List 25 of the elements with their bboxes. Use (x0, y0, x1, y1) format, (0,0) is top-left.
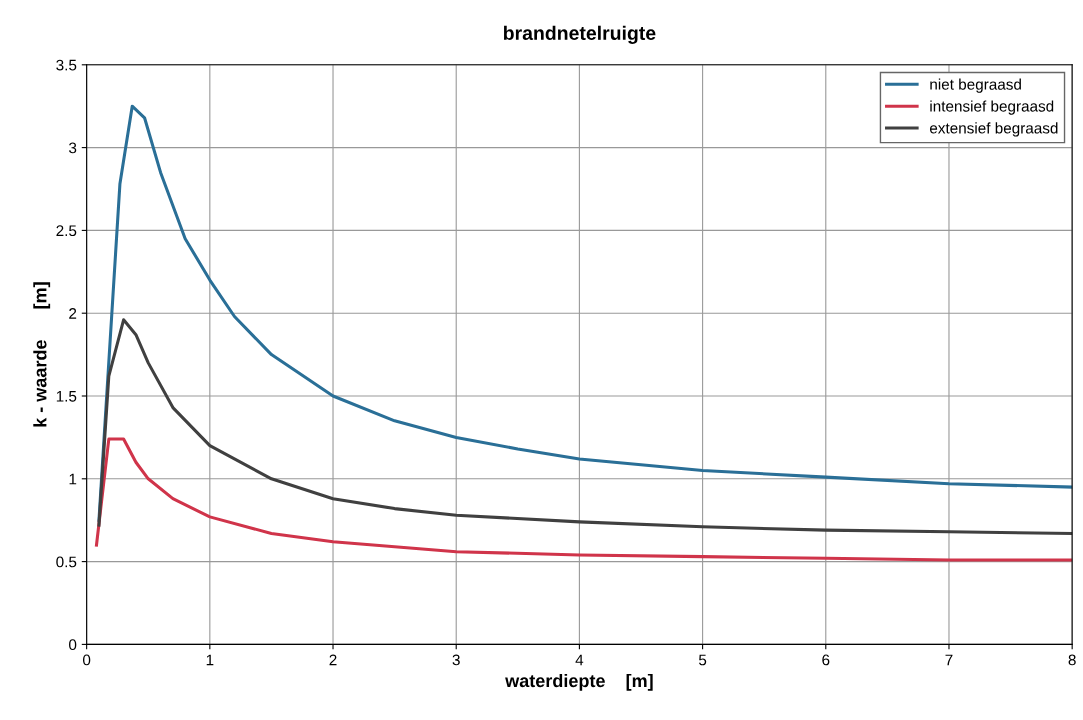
y-tick-label: 0 (69, 639, 77, 651)
line-series (94, 437, 1073, 562)
y-tick-label: 2 (69, 308, 77, 319)
line-series (97, 318, 1073, 535)
y-tick-label: 3 (69, 142, 77, 154)
y-tick-label: 1 (69, 473, 77, 485)
x-tick-label: 5 (698, 654, 707, 666)
y-tick-label: 3.5 (56, 59, 77, 71)
legend-label: niet begraasd (930, 78, 1021, 93)
legend-label: intensief begraasd (930, 100, 1054, 115)
x-tick-label: 0 (82, 654, 91, 666)
legend-label: extensief begraasd (929, 122, 1058, 137)
x-tick-label: 2 (329, 654, 337, 666)
y-axis-title: k - waarde [m] (33, 282, 51, 427)
x-tick-label: 1 (206, 654, 214, 666)
x-tick-label: 4 (575, 654, 584, 666)
x-tick-label: 6 (822, 654, 830, 666)
x-tick-label: 7 (945, 654, 953, 666)
y-tick-label: 0.5 (56, 556, 77, 568)
chart-title: brandnetelruigte (503, 25, 656, 44)
x-tick-label: 3 (452, 654, 460, 666)
x-tick-label: 8 (1068, 654, 1076, 666)
y-tick-label: 2.5 (56, 225, 77, 237)
y-tick-label: 1.5 (56, 391, 77, 402)
x-axis-title: waterdiepte [m] (505, 673, 653, 691)
